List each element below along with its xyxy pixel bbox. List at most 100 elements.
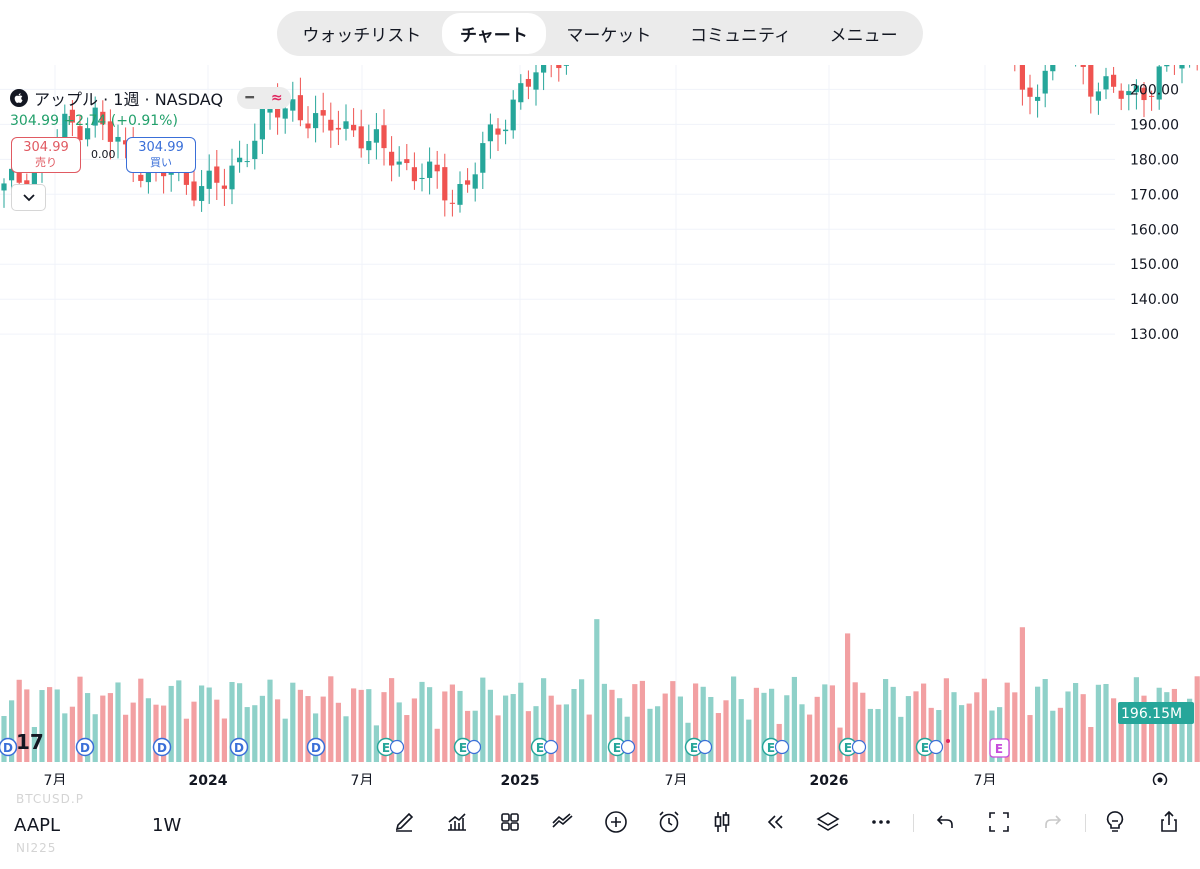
- volume-bar: [328, 676, 334, 762]
- volume-bar: [753, 687, 759, 762]
- candle-body: [275, 100, 281, 118]
- indicators-icon[interactable]: [439, 804, 475, 840]
- volume-bar: [1095, 684, 1101, 762]
- candle-body: [69, 109, 75, 123]
- pencil-icon[interactable]: [386, 804, 422, 840]
- buy-price: 304.99: [138, 140, 184, 155]
- volume-bar: [677, 696, 683, 762]
- symbol-selector[interactable]: AAPL: [14, 815, 61, 836]
- tab-markets[interactable]: マーケット: [566, 26, 652, 46]
- dividend-marker-icon: [543, 739, 559, 755]
- collapse-legend-button[interactable]: [11, 184, 46, 211]
- volume-bar: [389, 678, 395, 762]
- tab-menu[interactable]: メニュー: [829, 26, 898, 46]
- volume-bar: [366, 689, 372, 762]
- add-icon[interactable]: [598, 804, 634, 840]
- dividend-marker-icon: [620, 739, 636, 755]
- replay-icon[interactable]: [757, 804, 793, 840]
- more-icon[interactable]: [863, 804, 899, 840]
- volume-bar: [989, 710, 995, 762]
- symbol-legend[interactable]: アップル · 1週 · NASDAQ ━ ≈: [10, 86, 292, 110]
- symbol-title: アップル · 1週 · NASDAQ: [34, 90, 224, 109]
- candle-body: [1027, 87, 1033, 97]
- dividend-marker-icon: [851, 739, 867, 755]
- volume-bar: [1027, 715, 1033, 762]
- volume-bar: [959, 705, 965, 762]
- volume-bar: [829, 685, 835, 762]
- layers-icon[interactable]: [810, 804, 846, 840]
- drawings-icon[interactable]: [545, 804, 581, 840]
- volume-bar: [746, 719, 752, 762]
- volume-bar: [601, 683, 607, 762]
- volume-bar: [290, 682, 296, 762]
- volume-bar: [586, 714, 592, 762]
- candle-body: [77, 126, 83, 141]
- ideas-icon[interactable]: [1097, 804, 1133, 840]
- volume-bar: [1103, 683, 1109, 762]
- alert-icon[interactable]: [651, 804, 687, 840]
- fullscreen-icon[interactable]: [981, 804, 1017, 840]
- volume-bar: [632, 684, 638, 762]
- volume-bar: [1065, 691, 1071, 762]
- volume-bar: [791, 676, 797, 762]
- time-axis-label: 7月: [974, 773, 997, 785]
- candle-body: [237, 157, 243, 163]
- undo-icon[interactable]: [927, 804, 963, 840]
- candle-body: [100, 111, 106, 125]
- volume-bar: [480, 677, 486, 762]
- candle-body: [1, 183, 7, 191]
- volume-bar: [335, 702, 341, 762]
- volume-bar: [731, 676, 737, 762]
- volume-bar: [267, 679, 273, 762]
- candle-body: [541, 65, 547, 73]
- volume-bar: [883, 679, 889, 762]
- price-tick-label: 170.00: [1130, 187, 1179, 203]
- price-chart[interactable]: 320.00310.00300.00290.00280.00270.00260.…: [0, 65, 1200, 785]
- volume-bar: [77, 676, 83, 762]
- candles-icon[interactable]: [704, 804, 740, 840]
- interval-selector[interactable]: 1W: [152, 815, 182, 836]
- price-tick-label: 190.00: [1130, 117, 1179, 133]
- volume-bar: [449, 684, 455, 762]
- volume-bar: [807, 714, 813, 762]
- candle-body: [229, 165, 235, 190]
- candle-body: [411, 167, 417, 182]
- candle-body: [1042, 70, 1048, 94]
- volume-bar: [191, 701, 197, 762]
- sell-button[interactable]: 304.99 売り: [11, 137, 81, 173]
- candle-body: [297, 95, 303, 121]
- volume-bar: [594, 619, 600, 762]
- volume-bar: [1156, 687, 1162, 762]
- volume-bar: [1149, 723, 1155, 762]
- volume-bar: [115, 682, 121, 762]
- volume-bar: [510, 694, 516, 762]
- gear-icon: [1157, 777, 1163, 783]
- volume-bar: [396, 702, 402, 762]
- candle-body: [290, 99, 296, 111]
- candle-body: [313, 113, 319, 129]
- candle-body: [252, 140, 258, 160]
- hide-icon: ━: [245, 90, 254, 106]
- candle-body: [305, 123, 311, 129]
- candle-body: [1149, 95, 1155, 97]
- volume-bar: [358, 689, 364, 762]
- candle-body: [221, 185, 227, 189]
- dividend-marker-label: D: [311, 741, 321, 755]
- buy-button[interactable]: 304.99 買い: [126, 137, 196, 173]
- volume-bar: [9, 700, 15, 762]
- tab-watchlist[interactable]: ウォッチリスト: [302, 26, 422, 46]
- price-tick-label: 130.00: [1130, 327, 1179, 343]
- tab-community[interactable]: コミュニティ: [690, 26, 792, 46]
- redo-icon[interactable]: [1035, 804, 1071, 840]
- future-earnings-label: E: [995, 742, 1003, 756]
- layouts-icon[interactable]: [492, 804, 528, 840]
- price-tick-label: 160.00: [1130, 222, 1179, 238]
- candle-body: [518, 83, 524, 103]
- volume-bar: [951, 692, 957, 762]
- volume-bar: [47, 687, 53, 762]
- legend-toggle[interactable]: ━ ≈: [237, 87, 292, 109]
- volume-bar: [541, 678, 547, 762]
- share-icon[interactable]: [1151, 804, 1187, 840]
- time-axis-label: 2024: [189, 773, 228, 785]
- tab-chart[interactable]: チャート: [441, 13, 546, 54]
